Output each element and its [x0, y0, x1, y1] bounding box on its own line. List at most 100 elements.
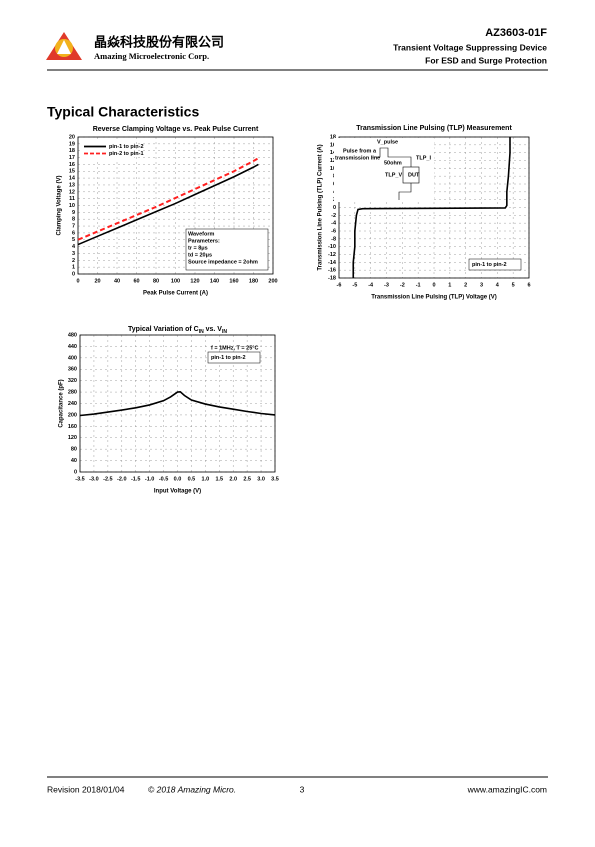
y-tick-label: 6 [72, 230, 75, 236]
part-number: AZ3603-01F [485, 27, 547, 39]
chart-title: Typical Variation of CIN vs. VIN [128, 326, 227, 335]
y-tick-label: 80 [71, 447, 77, 453]
y-tick-label: 2 [72, 258, 75, 264]
annotation: Source impedance = 2ohm [188, 259, 258, 265]
x-tick-label: -5 [352, 282, 357, 288]
chart-title: Transmission Line Pulsing (TLP) Measurem… [356, 125, 512, 132]
annotation: TLP_I [416, 155, 431, 161]
x-tick-label: 1.0 [202, 476, 210, 482]
y-tick-label: 16 [69, 162, 75, 168]
y-tick-label: 10 [330, 166, 336, 172]
x-tick-label: 3.5 [271, 476, 279, 482]
annotation: 50ohm [384, 160, 402, 166]
x-tick-label: 2.0 [229, 476, 237, 482]
annotation: TLP_V [385, 172, 402, 178]
x-tick-label: -1.5 [131, 476, 140, 482]
x-tick-label: -2.0 [117, 476, 126, 482]
company-cn: 晶焱科技股份有限公司 [94, 35, 224, 51]
y-tick-label: 16 [330, 142, 336, 148]
annotation-box [185, 228, 269, 271]
copyright: © 2018 Amazing Micro. [148, 784, 236, 794]
y-tick-label: 440 [68, 344, 77, 350]
x-tick-label: 0.0 [174, 476, 182, 482]
legend-label: pin-1 to pin-2 [109, 144, 144, 150]
y-tick-label: -16 [328, 268, 336, 274]
y-tick-label: -6 [331, 228, 336, 234]
circuit-pulse [372, 147, 396, 158]
x-tick-label: 3 [480, 282, 483, 288]
title-part: Typical Variation of C [128, 326, 199, 333]
y-tick-label: 480 [68, 332, 77, 338]
y-tick-label: 3 [72, 251, 75, 257]
x-tick-label: 2 [464, 282, 467, 288]
y-tick-label: 40 [71, 458, 77, 464]
legend-box [207, 351, 261, 364]
annotation: V_pulse [377, 139, 398, 145]
y-tick-label: 320 [68, 378, 77, 384]
title-part: IN [199, 329, 204, 335]
y-axis-label: Clamping Voltage (V) [57, 176, 63, 236]
y-tick-label: 7 [72, 224, 75, 230]
x-tick-label: 2.5 [243, 476, 251, 482]
x-tick-label: 4 [496, 282, 500, 288]
annotation: DUT [408, 172, 420, 178]
y-tick-label: 280 [68, 390, 77, 396]
x-tick-label: -1.0 [145, 476, 154, 482]
y-tick-label: 5 [72, 237, 75, 243]
y-tick-label: 0 [72, 271, 75, 277]
x-tick-label: 180 [249, 278, 258, 284]
y-tick-label: 14 [69, 176, 76, 182]
x-tick-label: 1.5 [215, 476, 223, 482]
subtitle: Transient Voltage Suppressing Device [393, 42, 547, 52]
annotation: Parameters: [188, 238, 220, 244]
y-tick-label: 400 [68, 355, 77, 361]
annotation-box [334, 138, 434, 202]
y-tick-label: 13 [69, 182, 75, 188]
data-line [77, 157, 259, 241]
x-tick-label: 120 [190, 278, 199, 284]
y-tick-label: 12 [330, 158, 336, 164]
annotation: transmission line [335, 155, 380, 161]
x-tick-label: 100 [171, 278, 180, 284]
legend-box [468, 258, 522, 271]
x-axis-label: Input Voltage (V) [154, 489, 201, 495]
y-tick-label: 18 [69, 148, 75, 154]
x-tick-label: -6 [337, 282, 342, 288]
data-line [79, 390, 276, 417]
legend-box [82, 141, 134, 159]
circuit-wire [396, 156, 412, 167]
x-tick-label: 40 [114, 278, 120, 284]
x-tick-label: -2.5 [103, 476, 112, 482]
y-tick-label: 160 [68, 424, 77, 430]
y-tick-label: 200 [68, 412, 77, 418]
chart: -3.5 -3.0 -2.5 -2.0 -1.5 -1.0 -0.5 0.0 0.5 1.0 1.5… [59, 326, 279, 495]
x-axis-label: Transmission Line Pulsing (TLP) Voltage … [371, 295, 497, 301]
x-tick-label: -4 [368, 282, 374, 288]
subtitle: For ESD and Surge Protection [425, 55, 547, 65]
logo [46, 32, 82, 60]
x-axis-label: Peak Pulse Current (A) [143, 291, 208, 297]
annotation: tr = 8μs [188, 245, 208, 251]
x-tick-label: 140 [210, 278, 219, 284]
chart-title: Reverse Clamping Voltage vs. Peak Pulse … [93, 126, 259, 133]
x-tick-label: -3.0 [89, 476, 98, 482]
y-tick-label: 11 [69, 196, 75, 202]
company-en: Amazing Microelectronic Corp. [94, 51, 209, 61]
y-tick-label: 17 [69, 155, 75, 161]
y-tick-label: 10 [69, 203, 75, 209]
url: www.amazingIC.com [467, 784, 547, 794]
legend-label: pin-1 to pin-2 [472, 262, 507, 268]
x-tick-label: 0 [432, 282, 435, 288]
x-tick-label: -3.5 [75, 476, 84, 482]
x-tick-label: -1 [416, 282, 421, 288]
plot-frame [338, 136, 530, 279]
y-tick-label: 360 [68, 367, 77, 373]
y-tick-label: 9 [72, 210, 75, 216]
page-number: 3 [300, 784, 305, 794]
x-tick-label: 20 [94, 278, 100, 284]
y-tick-label: 4 [72, 244, 76, 250]
y-tick-label: 120 [68, 435, 77, 441]
x-tick-label: 200 [268, 278, 277, 284]
x-tick-label: 3.0 [257, 476, 265, 482]
y-tick-label: -2 [331, 213, 336, 219]
